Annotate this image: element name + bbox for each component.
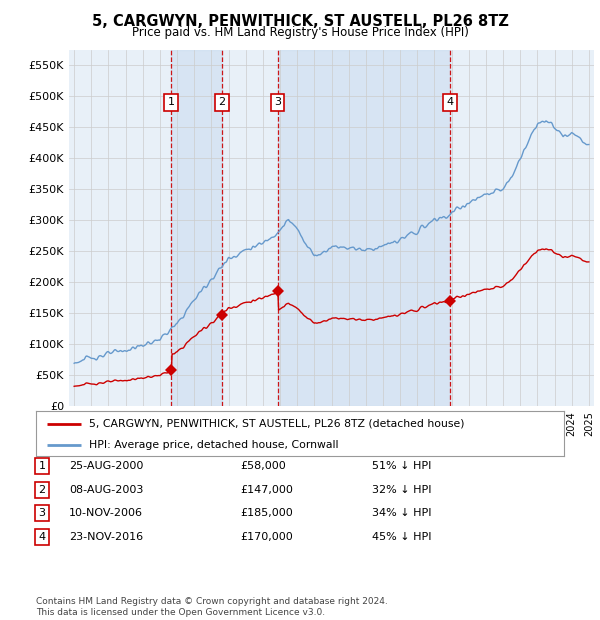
- Text: 10-NOV-2006: 10-NOV-2006: [69, 508, 143, 518]
- Text: Contains HM Land Registry data © Crown copyright and database right 2024.
This d: Contains HM Land Registry data © Crown c…: [36, 598, 388, 617]
- Text: £170,000: £170,000: [240, 532, 293, 542]
- Text: HPI: Average price, detached house, Cornwall: HPI: Average price, detached house, Corn…: [89, 440, 338, 450]
- Text: 23-NOV-2016: 23-NOV-2016: [69, 532, 143, 542]
- Text: 25-AUG-2000: 25-AUG-2000: [69, 461, 143, 471]
- Text: 2: 2: [218, 97, 225, 107]
- Bar: [171, 50, 221, 406]
- Text: 51% ↓ HPI: 51% ↓ HPI: [372, 461, 431, 471]
- Text: 45% ↓ HPI: 45% ↓ HPI: [372, 532, 431, 542]
- Text: £147,000: £147,000: [240, 485, 293, 495]
- Text: 3: 3: [38, 508, 46, 518]
- Text: 08-AUG-2003: 08-AUG-2003: [69, 485, 143, 495]
- Text: 2: 2: [38, 485, 46, 495]
- Text: 32% ↓ HPI: 32% ↓ HPI: [372, 485, 431, 495]
- Text: Price paid vs. HM Land Registry's House Price Index (HPI): Price paid vs. HM Land Registry's House …: [131, 26, 469, 39]
- Text: 5, CARGWYN, PENWITHICK, ST AUSTELL, PL26 8TZ (detached house): 5, CARGWYN, PENWITHICK, ST AUSTELL, PL26…: [89, 418, 464, 428]
- Bar: [278, 50, 450, 406]
- Text: 3: 3: [274, 97, 281, 107]
- Text: 5, CARGWYN, PENWITHICK, ST AUSTELL, PL26 8TZ: 5, CARGWYN, PENWITHICK, ST AUSTELL, PL26…: [92, 14, 508, 29]
- Text: 1: 1: [167, 97, 175, 107]
- Text: 34% ↓ HPI: 34% ↓ HPI: [372, 508, 431, 518]
- Text: £185,000: £185,000: [240, 508, 293, 518]
- Text: 4: 4: [446, 97, 454, 107]
- Text: 1: 1: [38, 461, 46, 471]
- Text: £58,000: £58,000: [240, 461, 286, 471]
- Text: 4: 4: [38, 532, 46, 542]
